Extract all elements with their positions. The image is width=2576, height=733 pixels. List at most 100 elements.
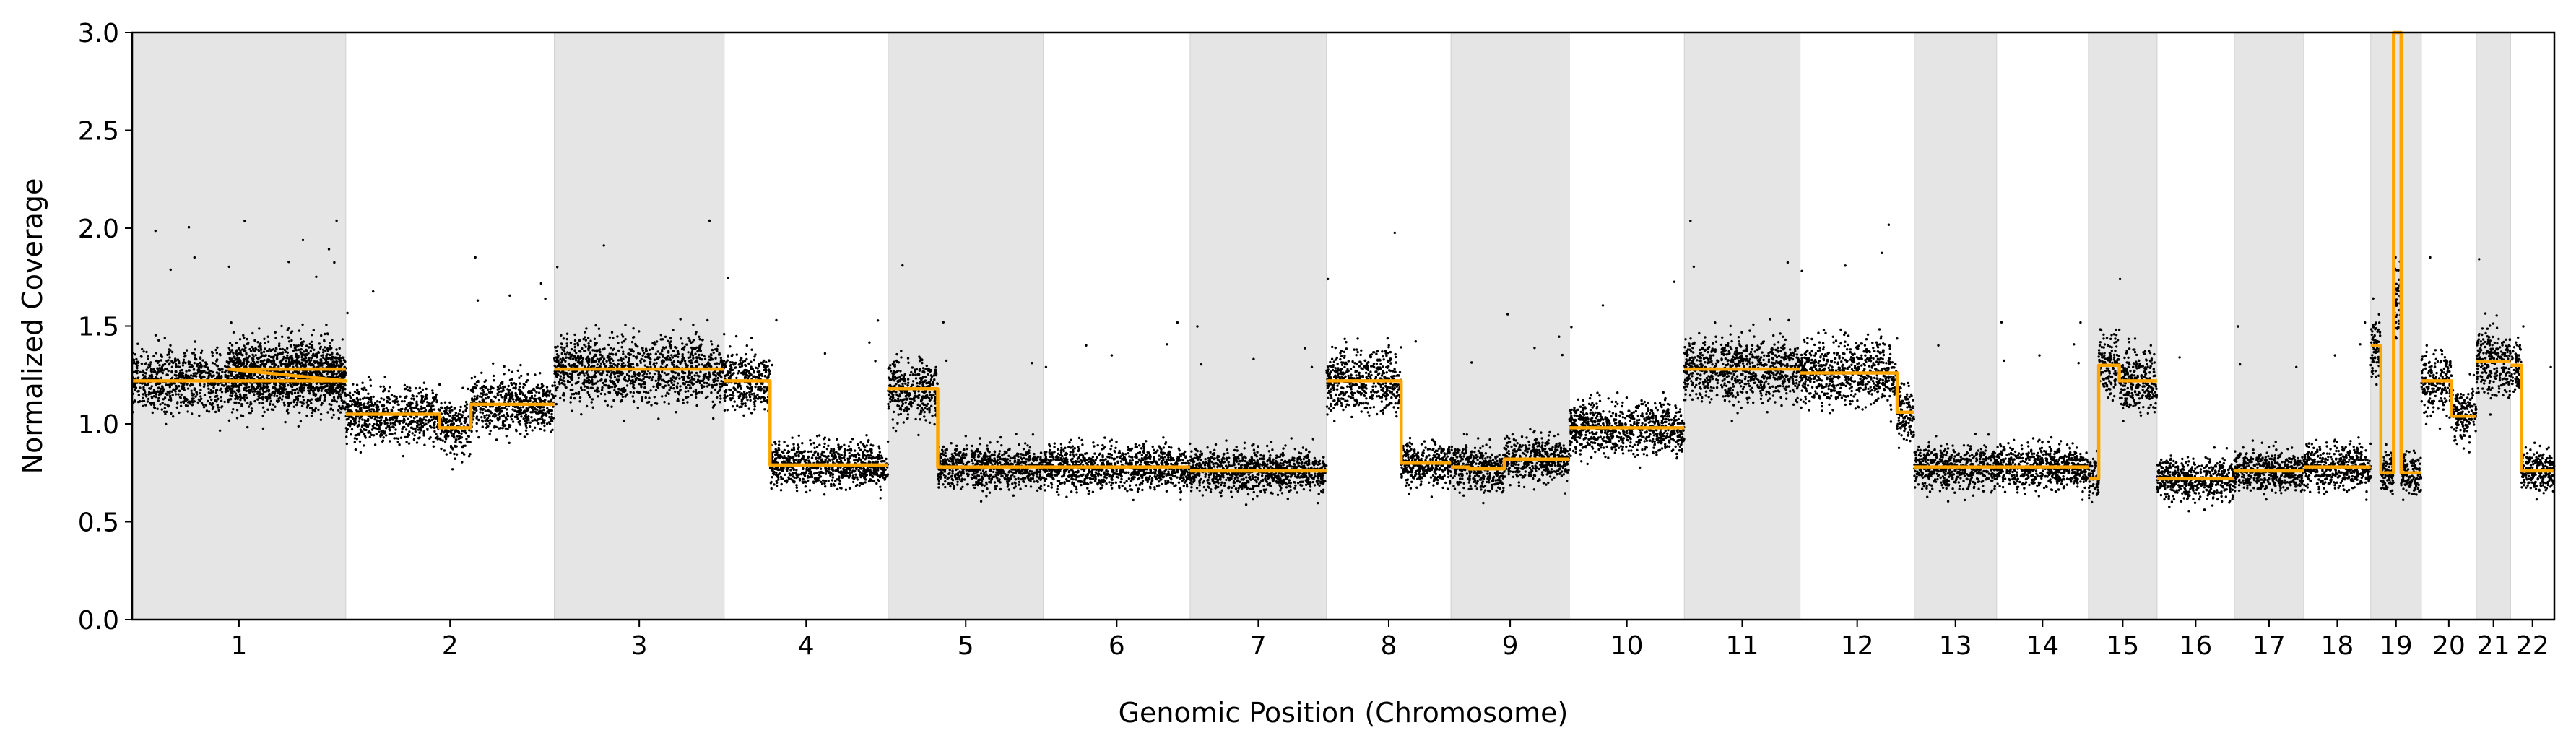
coverage-point: [297, 391, 300, 394]
coverage-point: [196, 401, 199, 404]
coverage-point: [218, 429, 222, 432]
coverage-point: [227, 419, 231, 422]
coverage-point: [323, 339, 326, 342]
coverage-point: [688, 384, 691, 387]
coverage-point: [511, 413, 514, 416]
coverage-point: [474, 386, 477, 390]
coverage-point: [354, 434, 357, 437]
coverage-point: [616, 393, 619, 396]
coverage-point: [638, 383, 641, 386]
coverage-point: [678, 377, 681, 380]
chromosome-band-9: [1450, 32, 1570, 620]
coverage-point: [281, 335, 284, 338]
coverage-point: [191, 404, 194, 407]
coverage-point: [283, 348, 286, 352]
coverage-point: [558, 383, 561, 386]
coverage-point: [157, 390, 160, 394]
coverage-point: [154, 376, 157, 379]
coverage-point: [695, 346, 698, 349]
coverage-point: [367, 392, 370, 395]
coverage-point: [338, 373, 342, 377]
coverage-point: [196, 364, 199, 368]
coverage-point: [612, 399, 615, 402]
coverage-point: [227, 352, 230, 355]
coverage-point: [563, 350, 566, 353]
coverage-point: [335, 376, 338, 378]
coverage-point: [330, 387, 333, 390]
coverage-point: [632, 350, 635, 353]
coverage-point: [560, 346, 563, 349]
coverage-point: [615, 353, 617, 356]
coverage-point: [513, 415, 517, 418]
coverage-point: [399, 408, 402, 411]
coverage-point: [209, 382, 212, 385]
coverage-point: [176, 402, 179, 405]
coverage-point: [191, 397, 194, 400]
coverage-point: [560, 381, 563, 385]
coverage-point: [654, 389, 658, 392]
coverage-point: [607, 384, 610, 387]
coverage-point: [250, 373, 253, 377]
coverage-point: [142, 369, 144, 372]
coverage-point: [256, 361, 259, 364]
coverage-point: [235, 417, 239, 420]
coverage-point: [329, 353, 331, 357]
coverage-point: [356, 405, 360, 408]
coverage-point: [403, 383, 407, 387]
coverage-point: [233, 401, 236, 404]
coverage-point: [473, 375, 477, 378]
coverage-point: [588, 346, 591, 350]
coverage-point: [502, 385, 505, 389]
coverage-point: [636, 364, 639, 367]
coverage-point: [142, 393, 145, 396]
coverage-point: [434, 397, 437, 400]
coverage-point: [352, 394, 355, 396]
coverage-point: [345, 418, 348, 421]
coverage-point: [200, 349, 204, 352]
coverage-point: [326, 332, 329, 336]
coverage-point: [407, 442, 411, 445]
coverage-point: [698, 347, 701, 350]
coverage-point: [567, 363, 571, 365]
coverage-point: [203, 394, 207, 396]
coverage-point: [534, 399, 537, 403]
coverage-point: [543, 424, 546, 428]
coverage-point: [365, 409, 368, 413]
coverage-point: [519, 433, 522, 435]
coverage-point: [473, 382, 477, 386]
coverage-point: [378, 430, 381, 433]
coverage-point: [251, 353, 254, 356]
coverage-point: [556, 266, 559, 269]
coverage-point: [363, 422, 366, 425]
coverage-point: [330, 416, 334, 419]
coverage-point: [175, 359, 178, 362]
coverage-point: [207, 391, 210, 394]
coverage-point: [692, 382, 695, 386]
coverage-point: [168, 390, 172, 393]
coverage-point: [687, 337, 690, 339]
coverage-point: [172, 382, 175, 385]
coverage-point: [610, 376, 612, 379]
coverage-point: [644, 355, 647, 358]
coverage-point: [358, 440, 362, 443]
coverage-point: [602, 244, 605, 247]
coverage-point: [266, 335, 269, 338]
coverage-point: [604, 393, 607, 396]
coverage-point: [555, 389, 558, 392]
coverage-point: [397, 408, 400, 412]
coverage-point: [603, 347, 606, 350]
coverage-point: [353, 441, 356, 443]
coverage-point: [335, 348, 338, 351]
coverage-point: [160, 376, 163, 379]
coverage-point: [435, 400, 438, 404]
coverage-point: [530, 416, 533, 419]
coverage-point: [322, 356, 325, 360]
coverage-point: [701, 353, 703, 357]
coverage-point: [701, 358, 703, 361]
coverage-point: [648, 376, 651, 380]
coverage-point: [261, 393, 264, 396]
coverage-point: [701, 338, 704, 342]
coverage-point: [674, 345, 677, 349]
coverage-point: [723, 333, 726, 336]
coverage-point: [454, 430, 457, 433]
